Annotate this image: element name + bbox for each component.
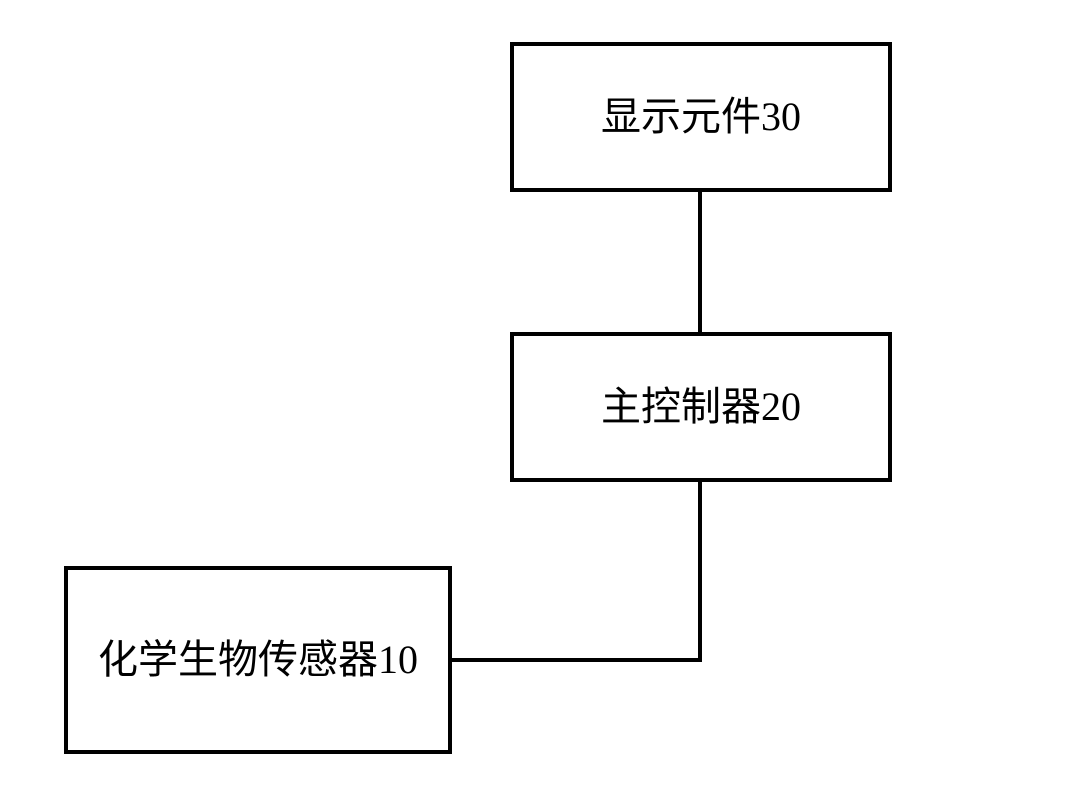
node-chemical-biosensor: 化学生物传感器10 <box>64 566 452 754</box>
node-main-controller: 主控制器20 <box>510 332 892 482</box>
diagram-canvas: 显示元件30 主控制器20 化学生物传感器10 <box>0 0 1070 796</box>
node-display-element: 显示元件30 <box>510 42 892 192</box>
node-display-label: 显示元件30 <box>601 92 801 142</box>
node-sensor-label: 化学生物传感器10 <box>98 635 418 685</box>
node-controller-label: 主控制器20 <box>601 382 801 432</box>
edge-controller-to-sensor <box>452 482 700 660</box>
